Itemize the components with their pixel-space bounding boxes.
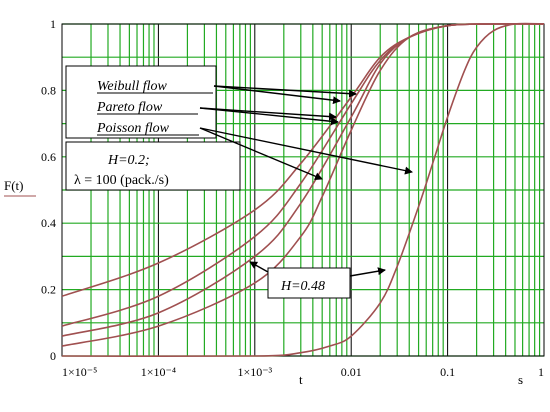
- series-line-4: [61, 23, 545, 347]
- x-tick-label: 1×10⁻⁵: [62, 365, 97, 379]
- annotation-arrows: [199, 85, 413, 277]
- arrow-weibull-1: [213, 85, 341, 105]
- h-02-label: H=0.2;: [107, 153, 150, 168]
- arrow-h048-left: [249, 261, 269, 273]
- series-group: [61, 22, 545, 358]
- plot-area: [61, 23, 545, 357]
- arrow-h048-right: [349, 267, 386, 277]
- y-tick-label: 0.6: [41, 150, 56, 164]
- parameter-box: H=0.2; λ = 100 (pack./s): [65, 141, 241, 191]
- arrow-poisson-1: [199, 127, 323, 180]
- y-tick-label: 0.4: [41, 216, 56, 230]
- series-line-5: [61, 22, 545, 358]
- h-048-label: H=0.48: [280, 279, 325, 294]
- x-tick-label: 1×10⁻⁴: [141, 365, 176, 379]
- x-tick-labels: 1×10⁻⁵ 1×10⁻⁴ 1×10⁻³ 0.01 0.1 1: [62, 365, 544, 379]
- x-axis-label: t: [299, 372, 303, 387]
- flow-legend: Weibull flow Pareto flow Poisson flow: [65, 65, 217, 139]
- y-tick-label: 0.8: [41, 83, 56, 97]
- arrow-weibull-2: [213, 85, 357, 98]
- y-axis-label: F(t): [4, 178, 24, 193]
- arrow-pareto-2: [199, 107, 337, 121]
- x-tick-label: 0.1: [440, 365, 455, 379]
- x-tick-label: 1: [538, 365, 544, 379]
- y-tick-label: 0.2: [41, 283, 56, 297]
- y-tick-labels: 0 0.2 0.4 0.6 0.8 1: [41, 17, 56, 363]
- legend-weibull: Weibull flow: [97, 79, 168, 94]
- y-tick-label: 1: [50, 17, 56, 31]
- y-tick-label: 0: [50, 349, 56, 363]
- h-048-box: H=0.48: [267, 267, 351, 299]
- legend-poisson: Poisson flow: [96, 121, 170, 136]
- arrow-pareto-1: [199, 107, 339, 126]
- legend-pareto: Pareto flow: [96, 100, 163, 115]
- arrow-poisson-2: [199, 127, 413, 175]
- x-tick-label: 0.01: [341, 365, 362, 379]
- x-tick-label: 1×10⁻³: [237, 365, 272, 379]
- x-axis-unit: s: [518, 372, 523, 387]
- lambda-label: λ = 100 (pack./s): [74, 173, 169, 188]
